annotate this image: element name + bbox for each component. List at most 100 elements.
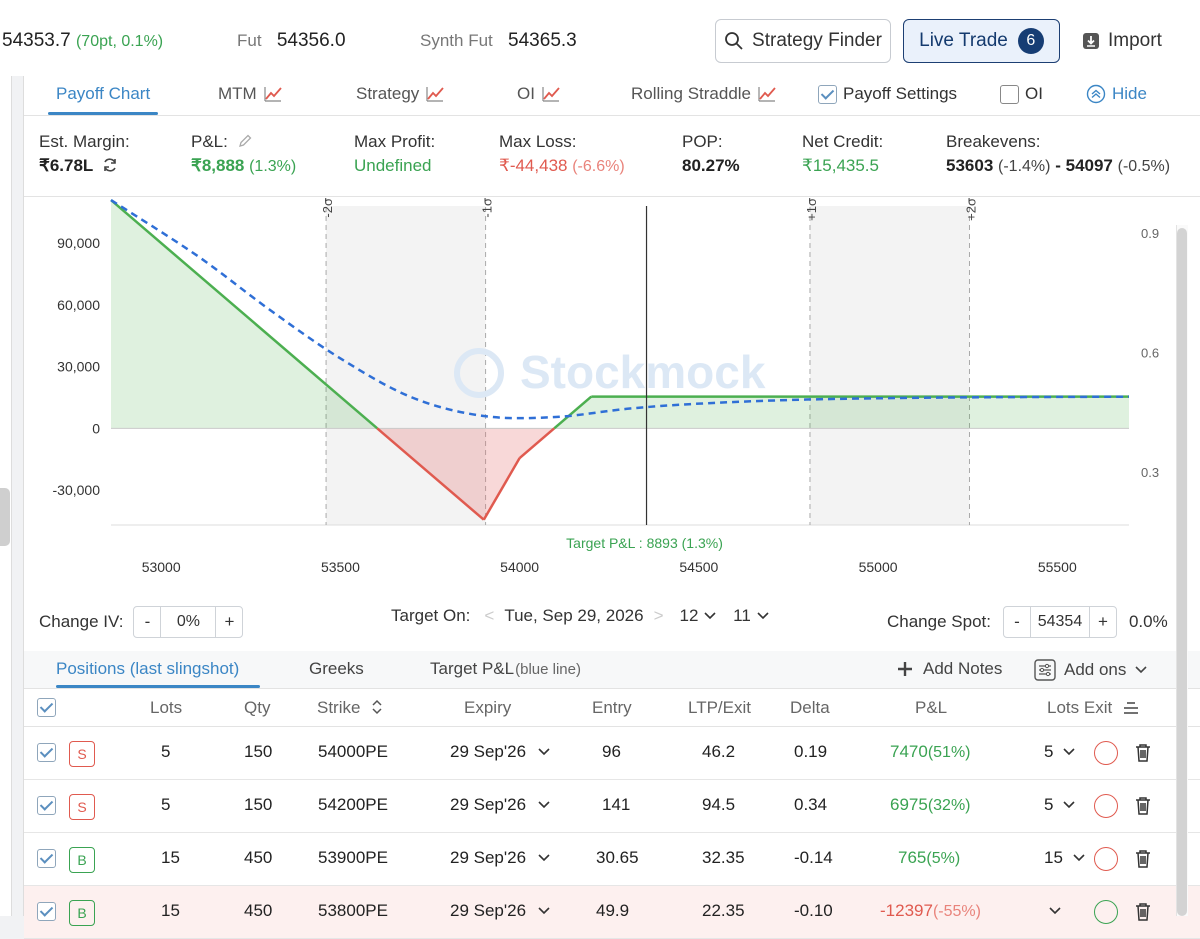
exit-position-icon[interactable]: [1094, 900, 1118, 924]
max-loss-value-row: ₹-44,438 (-6.6%): [499, 156, 625, 176]
margin-value: ₹6.78L: [39, 156, 93, 175]
iv-input[interactable]: 0%: [160, 607, 217, 637]
tab-greeks[interactable]: Greeks: [309, 659, 364, 679]
max-loss-pct: (-6.6%): [572, 158, 625, 175]
exit-lots-select[interactable]: 5: [1044, 795, 1076, 815]
iv-minus-button[interactable]: -: [144, 612, 151, 631]
add-ons-label: Add ons: [1064, 660, 1127, 679]
active-tab-indicator: [56, 685, 260, 688]
trash-icon[interactable]: [1134, 902, 1152, 922]
table-row[interactable]: B 15 450 53800PE 29 Sep'26 49.9 22.35 -0…: [24, 886, 1200, 939]
cell-strike: 54200PE: [318, 795, 388, 815]
breakevens-label: Breakevens:: [946, 132, 1041, 151]
spot-plus-button[interactable]: +: [1098, 612, 1108, 631]
refresh-icon[interactable]: [102, 157, 118, 173]
row-checkbox[interactable]: [37, 796, 56, 815]
tab-payoff-chart[interactable]: Payoff Chart: [56, 84, 150, 104]
exit-position-icon[interactable]: [1094, 794, 1118, 818]
y-tick-label: 0: [92, 420, 100, 436]
exit-all-icon[interactable]: [1122, 701, 1140, 715]
cell-delta: -0.14: [794, 848, 833, 867]
prev-day-button[interactable]: <: [484, 606, 495, 625]
vertical-scrollbar-thumb[interactable]: [1177, 228, 1187, 916]
row-checkbox[interactable]: [37, 902, 56, 921]
cell-expiry[interactable]: 29 Sep'26: [450, 795, 551, 815]
exit-lots-select[interactable]: 5: [1044, 742, 1076, 762]
table-row[interactable]: S 5 150 54000PE 29 Sep'26 96 46.2 0.19 7…: [24, 727, 1200, 780]
exit-position-icon[interactable]: [1094, 741, 1118, 765]
payoff-panel: Payoff Chart MTM Strategy OI Rolling Str…: [23, 76, 1200, 939]
cell-delta: -0.10: [794, 901, 833, 920]
payoff-chart-svg[interactable]: -2σ -1σ +1σ +2σ Stockmock Target P&L : 8893 (…: [24, 198, 1174, 598]
exit-position-icon[interactable]: [1094, 847, 1118, 871]
add-notes-button[interactable]: Add Notes: [897, 659, 1002, 679]
exit-lots-select[interactable]: 15: [1044, 848, 1086, 868]
payoff-chart[interactable]: -2σ -1σ +1σ +2σ Stockmock Target P&L : 8893 (…: [24, 198, 1200, 658]
strike-value: 53800: [318, 901, 366, 920]
max-profit-label: Max Profit:: [354, 132, 436, 151]
import-button[interactable]: Import: [1082, 24, 1162, 58]
iv-plus-button[interactable]: +: [224, 612, 235, 631]
hour-select[interactable]: 12: [680, 606, 718, 626]
chevron-up-circle-icon: [1086, 84, 1106, 104]
pencil-icon[interactable]: [237, 133, 253, 149]
trash-icon[interactable]: [1134, 849, 1152, 869]
cell-expiry[interactable]: 29 Sep'26: [450, 848, 551, 868]
oi-toggle[interactable]: OI: [1000, 84, 1043, 104]
watermark-logo: [454, 348, 504, 398]
live-trade-button[interactable]: Live Trade 6: [903, 19, 1060, 63]
target-date[interactable]: Tue, Sep 29, 2026: [504, 606, 644, 625]
spot-stepper: - 54354 +: [1002, 606, 1117, 638]
row-checkbox[interactable]: [37, 849, 56, 868]
strike-value: 54200: [318, 795, 366, 814]
trash-icon[interactable]: [1134, 796, 1152, 816]
spot-price: 54353.7 (70pt, 0.1%): [2, 30, 163, 52]
expiry-value: 29 Sep'26: [450, 901, 527, 920]
sd-label: +1σ: [804, 198, 819, 221]
fut-price: Fut 54356.0: [237, 30, 346, 52]
select-all-checkbox[interactable]: [37, 698, 56, 717]
exit-lots-select[interactable]: [1044, 901, 1062, 921]
trend-chart-icon: [426, 87, 444, 102]
payoff-settings-toggle[interactable]: Payoff Settings: [818, 84, 957, 104]
tab-target-pnl[interactable]: Target P&L (blue line): [430, 659, 581, 679]
tab-oi[interactable]: OI: [517, 84, 561, 104]
next-day-button[interactable]: >: [653, 606, 664, 625]
hide-button[interactable]: Hide: [1086, 84, 1147, 104]
tab-payoff-chart-label: Payoff Chart: [56, 84, 151, 103]
spot-input[interactable]: 54354: [1029, 607, 1090, 637]
trash-icon[interactable]: [1134, 743, 1152, 763]
tab-mtm[interactable]: MTM: [218, 84, 283, 104]
minute-select[interactable]: 11: [733, 606, 769, 626]
tab-rolling-straddle[interactable]: Rolling Straddle: [631, 84, 777, 104]
iv-stepper: - 0% +: [133, 606, 244, 638]
payoff-settings-checkbox[interactable]: [818, 84, 837, 104]
max-loss-label: Max Loss:: [499, 132, 577, 151]
add-ons-dropdown[interactable]: Add ons: [1034, 659, 1148, 681]
target-payoff-line: [110, 199, 1130, 420]
oi-checkbox[interactable]: [1000, 84, 1019, 104]
tab-strategy[interactable]: Strategy: [356, 84, 445, 104]
synth-fut-price: Synth Fut 54365.3: [420, 30, 577, 52]
table-row[interactable]: B 15 450 53900PE 29 Sep'26 30.65 32.35 -…: [24, 833, 1200, 886]
cell-qty: 150: [244, 742, 273, 761]
stat-max-profit: Max Profit: Undefined: [354, 132, 435, 176]
cell-expiry[interactable]: 29 Sep'26: [450, 901, 551, 921]
margin-label: Est. Margin:: [39, 132, 130, 151]
left-scrollbar-thumb[interactable]: [0, 488, 10, 546]
live-trade-label: Live Trade: [919, 30, 1008, 51]
spot-change-pct: 0.0%: [1128, 612, 1168, 631]
y-tick-label: -30,000: [53, 482, 101, 498]
strategy-finder-button[interactable]: Strategy Finder: [715, 19, 891, 63]
col-qty: Qty: [244, 698, 271, 717]
col-strike[interactable]: Strike: [317, 698, 383, 718]
row-checkbox[interactable]: [37, 743, 56, 762]
spot-minus-button[interactable]: -: [1014, 612, 1020, 631]
table-row[interactable]: S 5 150 54200PE 29 Sep'26 141 94.5 0.34 …: [24, 780, 1200, 833]
loss-area: [377, 428, 555, 520]
cell-lots: 15: [161, 848, 180, 867]
change-iv-label: Change IV:: [39, 612, 124, 631]
cell-expiry[interactable]: 29 Sep'26: [450, 742, 551, 762]
tab-positions[interactable]: Positions (last slingshot): [56, 659, 239, 679]
col-lots: Lots: [150, 698, 183, 717]
